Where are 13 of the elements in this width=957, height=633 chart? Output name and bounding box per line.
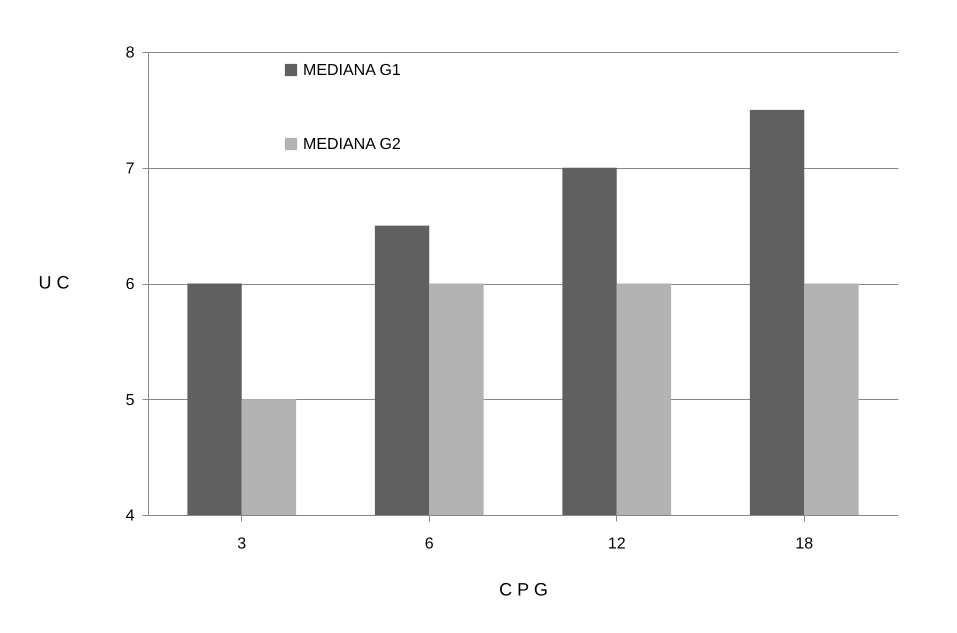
x-tick-label: 6 (424, 536, 434, 552)
y-tick-label: 6 (126, 276, 135, 293)
y-tick-label: 8 (126, 44, 135, 62)
y-tick-label: 4 (126, 508, 135, 524)
x-axis-title: C P G (499, 580, 548, 600)
x-tick-label: 12 (608, 536, 626, 552)
legend-label: MEDIANA G2 (303, 136, 401, 153)
x-tick-label: 18 (795, 536, 814, 552)
y-tick-label: 5 (126, 392, 135, 409)
y-tick-label: 7 (126, 160, 135, 178)
x-tick-label: 3 (237, 536, 246, 552)
legend-label: MEDIANA G1 (303, 62, 401, 79)
y-axis-title: U C (38, 272, 70, 292)
